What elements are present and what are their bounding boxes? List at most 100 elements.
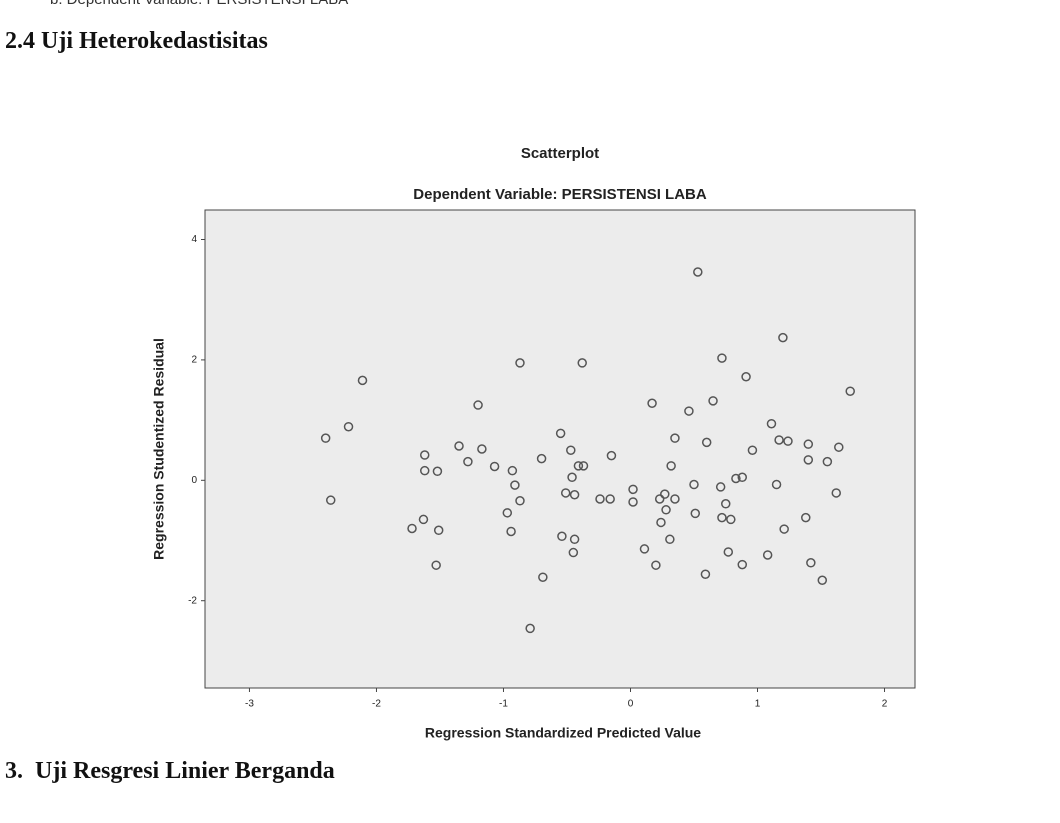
- point: [665, 534, 675, 545]
- point: [606, 450, 617, 461]
- point: [489, 461, 500, 472]
- point: [454, 441, 464, 451]
- point: [515, 496, 525, 506]
- point: [715, 482, 726, 492]
- point: [555, 428, 566, 439]
- point: [693, 267, 703, 277]
- point: [717, 512, 727, 523]
- point: [573, 461, 584, 471]
- point: [419, 465, 430, 476]
- point: [357, 375, 368, 386]
- point: [502, 508, 513, 518]
- point: [783, 436, 793, 446]
- point: [801, 512, 811, 523]
- point: [463, 456, 473, 467]
- point: [566, 445, 576, 455]
- point: [817, 575, 828, 585]
- y-tick-label: 0: [191, 475, 197, 486]
- y-tick-label: 4: [191, 234, 197, 245]
- point: [605, 494, 615, 504]
- point: [762, 550, 773, 560]
- next-heading: 3. Uji Resgresi Linier Berganda: [5, 758, 335, 784]
- point: [418, 514, 429, 525]
- point: [628, 484, 638, 495]
- point: [569, 534, 580, 545]
- point: [670, 494, 680, 504]
- x-tick-label: -1: [499, 699, 508, 710]
- point: [567, 472, 577, 483]
- point: [845, 386, 855, 396]
- chart-subtitle: Dependent Variable: PERSISTENSI LABA: [413, 186, 707, 203]
- y-tick-label: -2: [188, 595, 197, 606]
- point: [647, 398, 657, 408]
- section-heading: 2.4 Uji Heterokedastisitas: [5, 28, 268, 54]
- y-axis-label: Regression Studentized Residual: [151, 338, 167, 560]
- point: [407, 523, 417, 534]
- point: [325, 495, 336, 505]
- point: [419, 450, 430, 460]
- x-axis-label: Regression Standardized Predicted Value: [425, 725, 701, 741]
- point: [507, 465, 518, 476]
- point: [515, 358, 525, 368]
- point: [660, 489, 670, 499]
- point: [568, 547, 579, 558]
- point: [557, 531, 567, 542]
- point: [731, 473, 741, 484]
- point: [651, 560, 661, 570]
- point: [510, 480, 520, 490]
- point: [822, 456, 833, 467]
- point: [628, 497, 638, 507]
- point: [343, 421, 354, 432]
- point: [525, 623, 535, 634]
- point: [670, 433, 680, 443]
- point: [320, 433, 331, 443]
- point: [803, 455, 814, 465]
- point: [831, 488, 842, 498]
- x-tick-label: -3: [245, 699, 254, 710]
- point: [766, 418, 777, 429]
- point: [700, 569, 711, 579]
- point: [689, 479, 699, 490]
- point: [473, 400, 483, 410]
- point: [578, 461, 589, 471]
- point: [834, 442, 844, 452]
- point: [721, 499, 731, 509]
- y-tick-label: 2: [191, 355, 197, 366]
- point: [708, 396, 718, 406]
- note: b. Dependent Variable: PERSISTENSI LABA: [50, 0, 348, 8]
- x-tick-label: 0: [628, 699, 634, 710]
- point: [726, 514, 736, 525]
- point: [506, 526, 516, 537]
- point: [432, 466, 443, 477]
- point: [560, 488, 571, 498]
- x-tick-label: 2: [882, 699, 888, 710]
- point: [747, 445, 758, 455]
- point: [737, 559, 748, 570]
- x-tick-label: 1: [755, 699, 761, 710]
- point: [569, 490, 580, 500]
- point: [690, 508, 701, 519]
- point: [741, 372, 751, 382]
- point: [774, 435, 784, 445]
- x-tick-label: -2: [372, 699, 381, 710]
- point: [661, 505, 671, 515]
- point: [771, 479, 782, 490]
- point: [639, 544, 650, 554]
- point: [684, 406, 694, 416]
- point: [737, 472, 748, 483]
- point: [477, 444, 487, 454]
- chart-title: Scatterplot: [521, 145, 599, 162]
- point: [656, 517, 666, 528]
- point: [654, 494, 665, 504]
- point: [538, 572, 548, 582]
- plot-area: [204, 209, 916, 689]
- point: [666, 461, 676, 471]
- point: [806, 558, 816, 568]
- point: [803, 439, 814, 449]
- point: [717, 353, 727, 363]
- point: [778, 332, 788, 343]
- point: [577, 358, 587, 368]
- point: [723, 547, 734, 557]
